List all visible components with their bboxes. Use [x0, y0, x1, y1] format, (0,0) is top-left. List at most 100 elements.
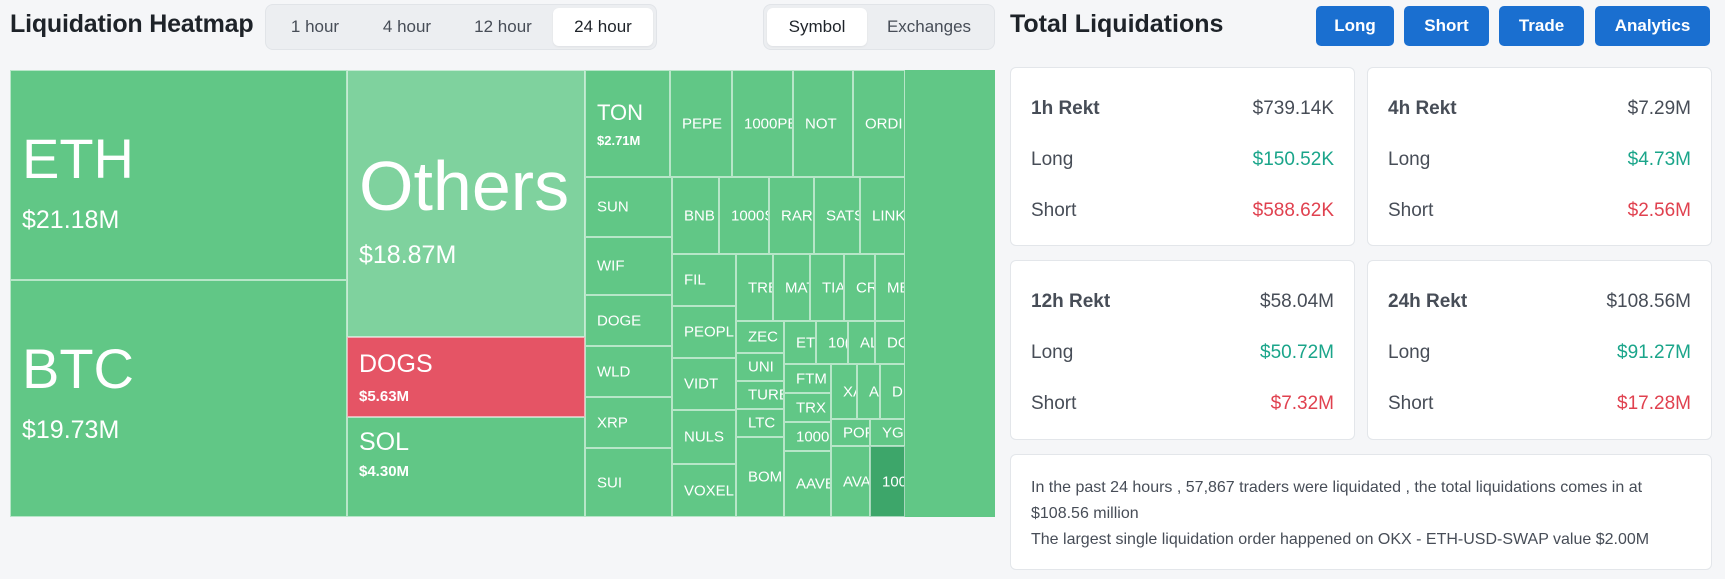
heatmap-tile[interactable]: SOL $4.30M	[347, 417, 585, 517]
heatmap-tile[interactable]: AL	[848, 321, 875, 364]
heatmap-tile[interactable]: XA	[831, 364, 857, 419]
heatmap-tile[interactable]: BNB	[672, 177, 719, 254]
heatmap-tile[interactable]: 100	[870, 446, 905, 517]
heatmap-tile[interactable]: ETH $21.18M	[10, 70, 347, 280]
tile-symbol: BNB	[684, 207, 715, 224]
heatmap-tile[interactable]: VIDT	[672, 358, 736, 410]
heatmap-tile[interactable]: TIA	[810, 254, 844, 321]
heatmap-tile[interactable]: FTM	[784, 364, 831, 393]
rekt-card-label: 4h Rekt	[1388, 98, 1457, 119]
long-label: Long	[1031, 149, 1074, 170]
rekt-card-1h: 1h Rekt $739.14K Long $150.52K Short $588.6…	[1010, 67, 1355, 246]
heatmap-tile[interactable]: 1000S	[719, 177, 769, 254]
heatmap-tile[interactable]: LINK	[860, 177, 905, 254]
tile-symbol: SUI	[597, 474, 623, 491]
heatmap-tile[interactable]: DO	[875, 321, 905, 364]
heatmap-tile[interactable]: NULS	[672, 410, 736, 464]
rekt-card-total: $7.29M	[1627, 98, 1691, 119]
heatmap-tile[interactable]: FIL	[672, 254, 736, 306]
tile-value: $18.87M	[359, 241, 457, 269]
heatmap-tile[interactable]: YGG	[870, 419, 905, 446]
heatmap-tile[interactable]: AVA	[831, 446, 870, 517]
tab-12-hour[interactable]: 12 hour	[474, 17, 532, 36]
heatmap-tile[interactable]: D	[880, 364, 905, 419]
tile-symbol: Others	[359, 147, 570, 225]
heatmap-tile[interactable]: ORDI	[853, 70, 905, 177]
heatmap-tile[interactable]: TON $2.71M	[585, 70, 670, 177]
heatmap-tile[interactable]: WIF	[585, 237, 672, 295]
rekt-card-12h: 12h Rekt $58.04M Long $50.72M Short $7.32M	[1010, 260, 1355, 440]
liquidation-summary: In the past 24 hours , 57,867 traders we…	[1010, 454, 1712, 570]
heatmap-tile[interactable]: DOGS $5.63M	[347, 337, 585, 417]
heatmap-tile[interactable]: ET	[784, 321, 816, 364]
tile-value: $2.71M	[597, 133, 641, 148]
rekt-card-total: $58.04M	[1260, 291, 1334, 312]
tile-symbol: FIL	[684, 271, 706, 289]
heatmap-tile[interactable]: NOT	[793, 70, 853, 177]
heatmap-tile[interactable]: WLD	[585, 346, 672, 397]
rekt-card-label: 24h Rekt	[1388, 291, 1468, 312]
heatmap-tile[interactable]: VOXEL	[672, 464, 736, 517]
tile-symbol: DO	[887, 334, 904, 351]
heatmap-tile[interactable]: RARE	[769, 177, 814, 254]
heatmap-tile[interactable]: BOME	[736, 437, 784, 517]
long-button[interactable]: Long	[1316, 6, 1394, 46]
heatmap-tile[interactable]: SATS	[814, 177, 860, 254]
tile-symbol: YGG	[882, 424, 904, 441]
heatmap-tile[interactable]: SUN	[585, 177, 672, 237]
heatmap-tile[interactable]: 1000PEI	[732, 70, 793, 177]
heatmap-tile[interactable]: SUI	[585, 448, 672, 517]
tile-symbol: 100	[882, 473, 905, 490]
heatmap-tile[interactable]: AF	[857, 364, 880, 419]
tile-symbol: AF	[869, 383, 880, 400]
tile-symbol: 10(	[828, 334, 848, 351]
analytics-button[interactable]: Analytics	[1595, 6, 1710, 46]
heatmap-tile[interactable]: AAVE	[784, 451, 831, 517]
tile-symbol: ZEC	[748, 328, 778, 346]
tab-4-hour[interactable]: 4 hour	[382, 17, 432, 36]
heatmap-tile[interactable]: PEPE	[670, 70, 732, 177]
short-value: $2.56M	[1627, 200, 1691, 221]
tile-symbol: D	[892, 383, 903, 400]
tab-1-hour[interactable]: 1 hour	[290, 17, 340, 36]
heatmap-tile[interactable]: UNI	[736, 353, 784, 381]
heatmap-tile[interactable]: CR	[844, 254, 875, 321]
summary-line-1: In the past 24 hours , 57,867 traders we…	[1031, 479, 1643, 522]
heatmap-tile[interactable]: XRP	[585, 397, 672, 448]
heatmap-tile[interactable]: 10(	[816, 321, 848, 364]
tile-symbol: XRP	[597, 414, 628, 431]
heatmap-tile[interactable]: Others $18.87M	[347, 70, 585, 337]
rekt-card-label: 12h Rekt	[1031, 291, 1111, 312]
heatmap-tile[interactable]: 1000F	[784, 422, 831, 451]
long-label: Long	[1388, 342, 1431, 363]
tab-exchanges[interactable]: Exchanges	[886, 17, 972, 36]
heatmap-tile[interactable]: TURB	[736, 381, 784, 409]
rekt-card-24h: 24h Rekt $108.56M Long $91.27M Short $17.28…	[1367, 260, 1712, 440]
heatmap-tile[interactable]: PEOPLE	[672, 306, 736, 358]
tile-symbol: SOL	[359, 428, 410, 456]
heatmap-tile[interactable]: BTC $19.73M	[10, 280, 347, 517]
tile-symbol: NOT	[805, 115, 837, 132]
heatmap-tile[interactable]: MAT	[773, 254, 810, 321]
tile-symbol: POP	[843, 424, 869, 441]
heatmap-tile[interactable]: ZEC	[736, 321, 784, 353]
heatmap-tile[interactable]: DOGE	[585, 295, 672, 346]
long-label: Long	[1031, 342, 1074, 363]
long-value: $150.52K	[1252, 149, 1334, 170]
rekt-card-4h: 4h Rekt $7.29M Long $4.73M Short $2.56M	[1367, 67, 1712, 246]
heatmap-tile[interactable]: TRX	[784, 393, 831, 422]
tile-value: $21.18M	[22, 206, 120, 234]
trade-button[interactable]: Trade	[1499, 6, 1584, 46]
tile-symbol: ET	[796, 334, 816, 351]
liquidation-heatmap: ETH $21.18M BTC $19.73M Others $18.87M DOGS $5.…	[10, 70, 995, 517]
short-button[interactable]: Short	[1404, 6, 1489, 46]
heatmap-tile[interactable]: TRB	[736, 254, 773, 321]
tile-symbol: LINK	[872, 207, 905, 224]
tab-symbol[interactable]: Symbol	[767, 8, 867, 46]
tab-24-hour[interactable]: 24 hour	[553, 8, 653, 46]
tile-symbol: MAT	[785, 279, 809, 296]
long-value: $4.73M	[1627, 149, 1691, 170]
heatmap-tile[interactable]: ME	[875, 254, 905, 321]
heatmap-tile[interactable]: POP	[831, 419, 870, 446]
heatmap-tile[interactable]: LTC	[736, 409, 784, 437]
